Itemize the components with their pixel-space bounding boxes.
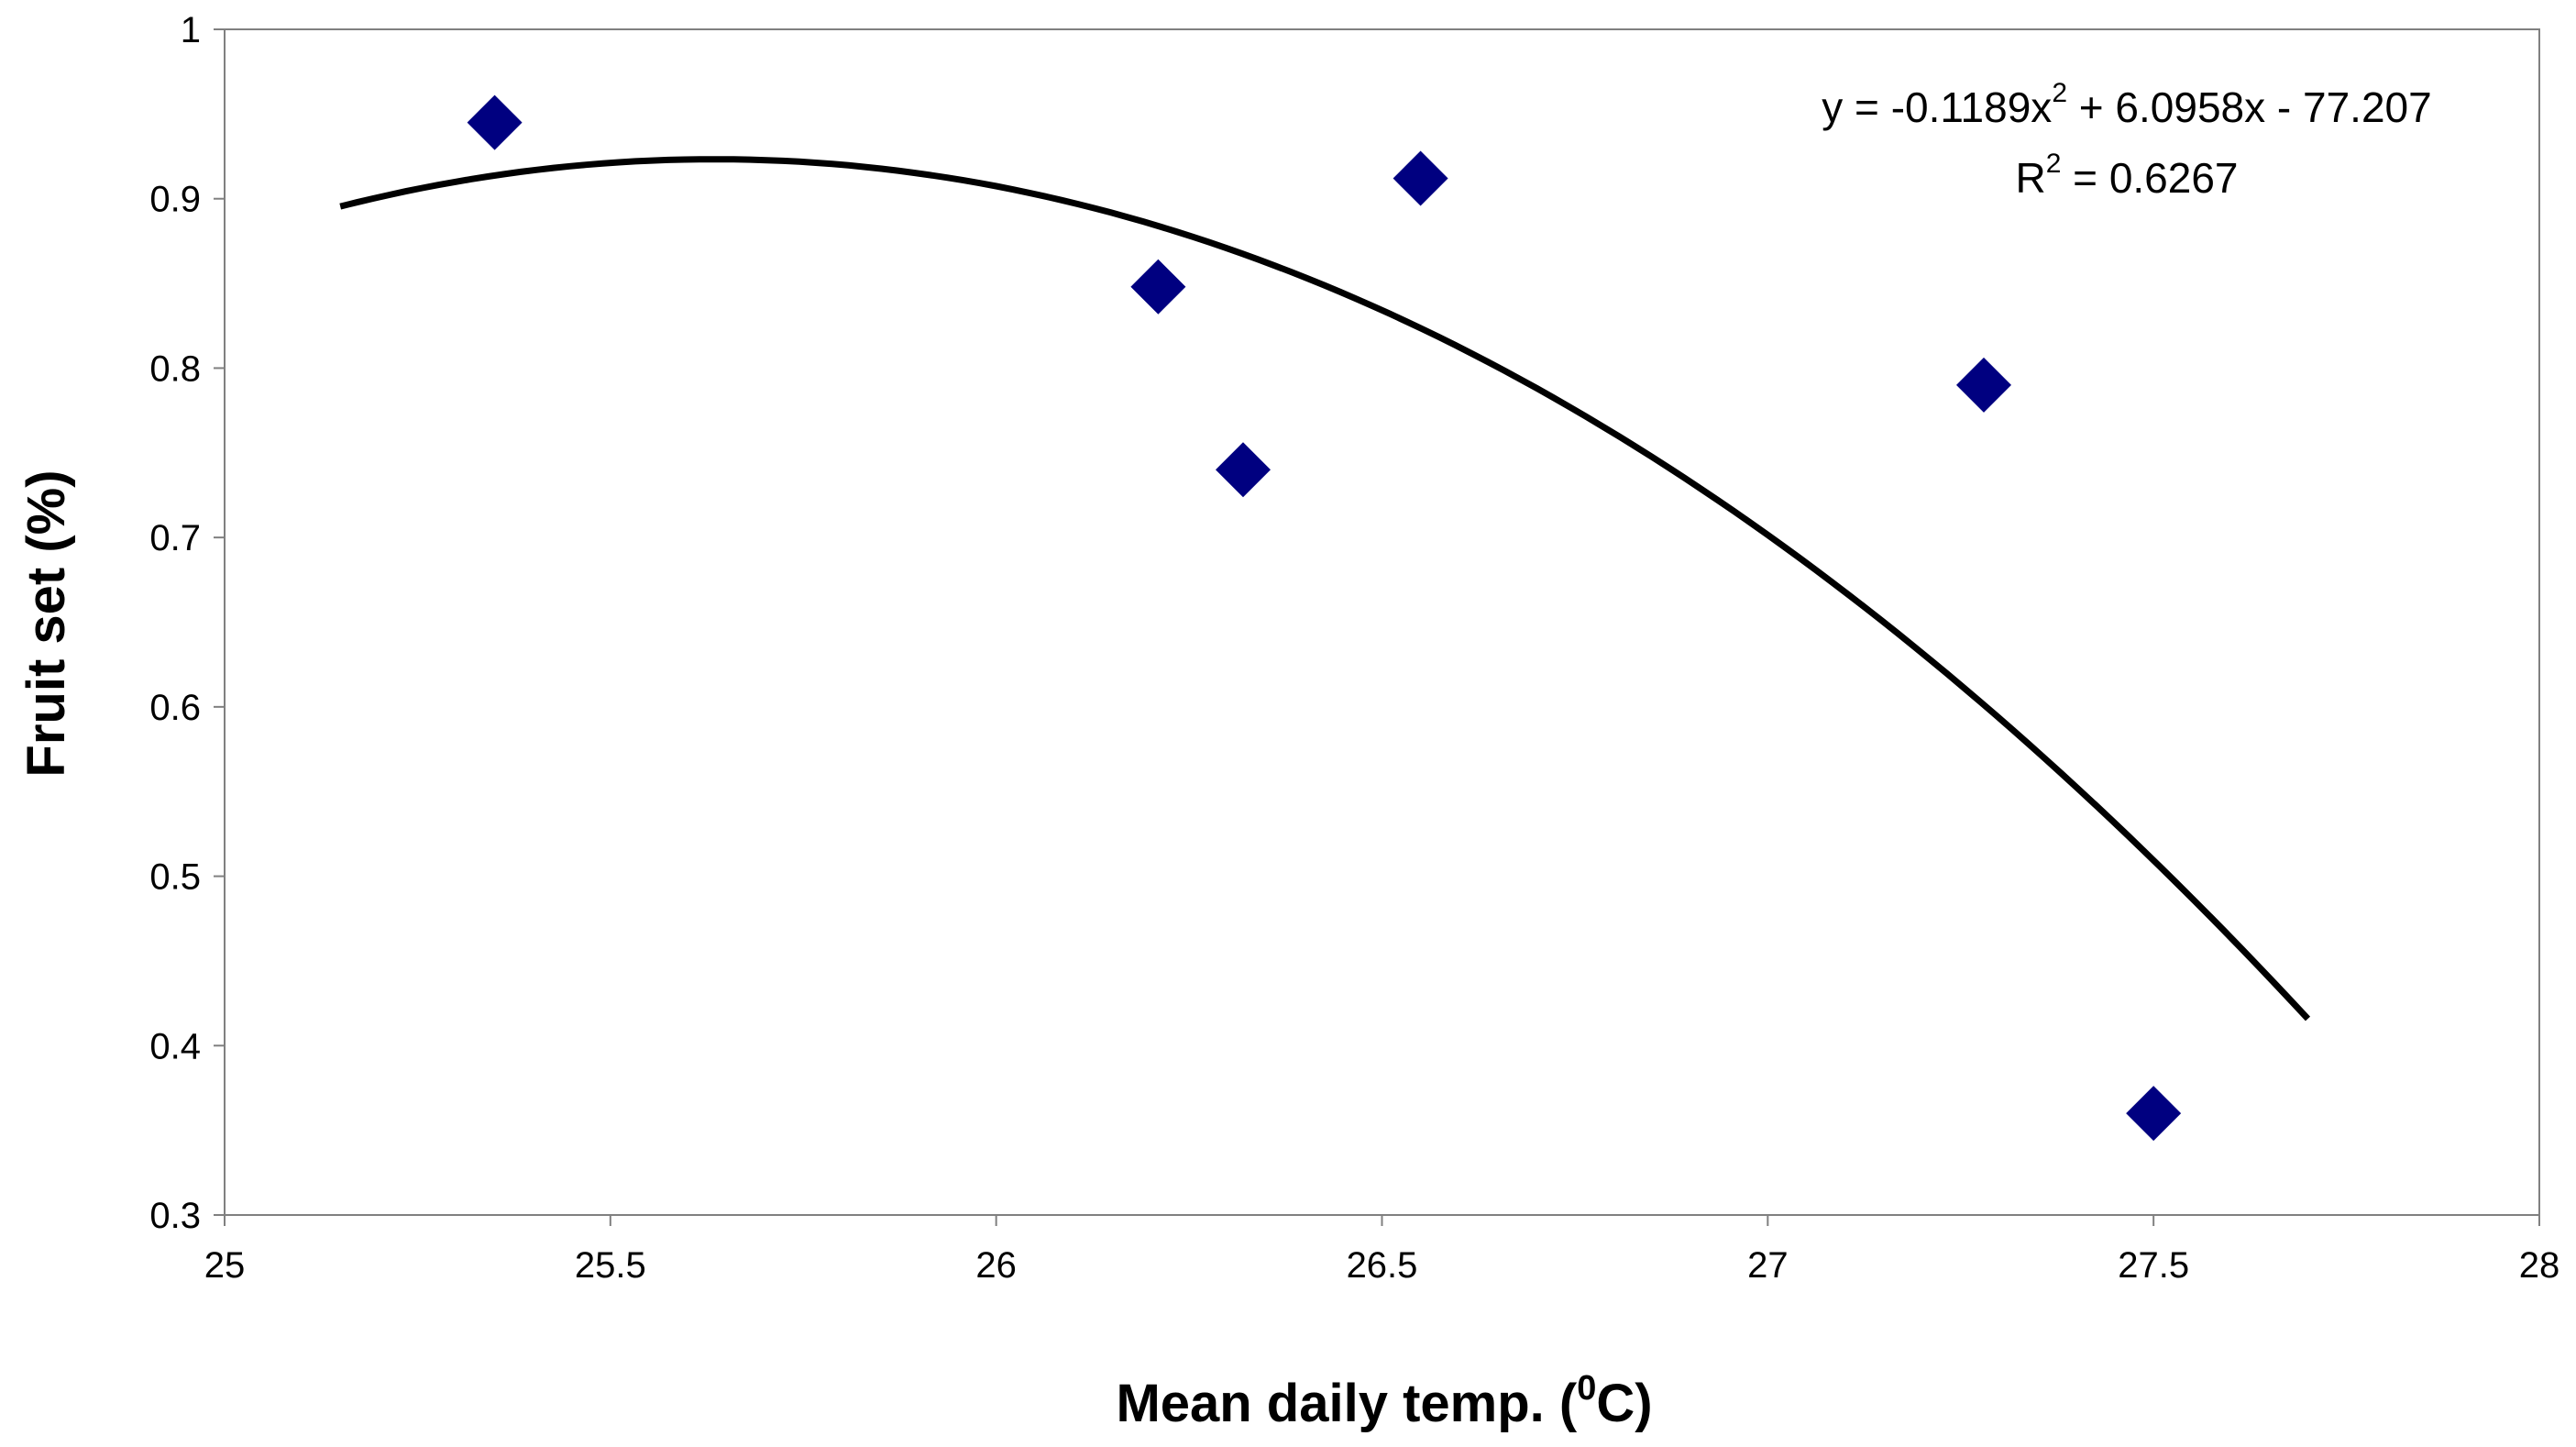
x-axis: 25 25.5 26 26.5 27 27.5 28 bbox=[204, 1215, 2560, 1286]
y-tick-label: 1 bbox=[181, 10, 201, 50]
equation-line-2: R2 = 0.6267 bbox=[2015, 149, 2238, 202]
x-axis-title: Mean daily temp. (0C) bbox=[1116, 1369, 1652, 1433]
y-tick-label: 0.5 bbox=[149, 857, 201, 898]
equation-line-1: y = -0.1189x2 + 6.0958x - 77.207 bbox=[1822, 78, 2431, 131]
y-tick-label: 0.9 bbox=[149, 180, 201, 220]
y-axis-title: Fruit set (%) bbox=[17, 469, 76, 777]
trendline bbox=[339, 156, 2311, 1022]
x-tick-label: 28 bbox=[2519, 1245, 2560, 1286]
data-point-diamond bbox=[1393, 150, 1448, 206]
y-tick-label: 0.4 bbox=[149, 1026, 201, 1066]
x-tick-label: 27.5 bbox=[2118, 1245, 2189, 1286]
x-tick-label: 25.5 bbox=[575, 1245, 646, 1286]
x-tick-label: 25 bbox=[204, 1245, 246, 1286]
plot-area bbox=[224, 28, 2540, 1216]
data-point-diamond bbox=[1956, 357, 2011, 413]
data-point-diamond bbox=[2126, 1086, 2182, 1142]
y-axis: 0.3 0.4 0.5 0.6 0.7 0.8 0.9 1 bbox=[149, 10, 225, 1236]
y-tick-label: 0.8 bbox=[149, 348, 201, 389]
x-tick-label: 27 bbox=[1747, 1245, 1789, 1286]
data-point-diamond bbox=[1216, 442, 1271, 498]
y-tick-label: 0.3 bbox=[149, 1196, 201, 1236]
data-points bbox=[467, 94, 2182, 1142]
y-tick-label: 0.7 bbox=[149, 518, 201, 558]
data-point-diamond bbox=[467, 94, 523, 150]
data-point-diamond bbox=[1130, 259, 1186, 315]
x-tick-label: 26 bbox=[975, 1245, 1017, 1286]
y-tick-label: 0.6 bbox=[149, 688, 201, 728]
x-tick-label: 26.5 bbox=[1347, 1245, 1418, 1286]
